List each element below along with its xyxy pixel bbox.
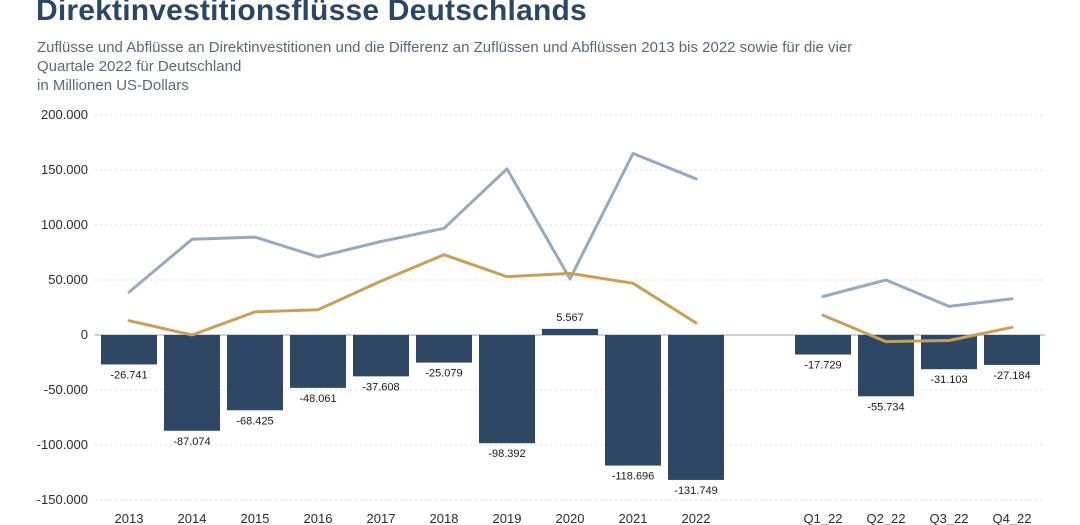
- bar: [984, 335, 1040, 365]
- bar-value-label: -68.425: [236, 415, 273, 427]
- y-tick-label: 0: [81, 327, 88, 342]
- x-tick-label: Q2_22: [866, 511, 905, 525]
- bar: [605, 335, 661, 466]
- y-tick-label: -100.000: [37, 437, 88, 452]
- bar: [858, 335, 914, 397]
- subtitle-line-1: Zuflüsse und Abflüsse an Direktinvestiti…: [37, 39, 853, 56]
- y-tick-label: -150.000: [37, 492, 88, 507]
- y-tick-label: 100.000: [41, 217, 88, 232]
- bar: [542, 328, 598, 335]
- chart-subtitle: Zuflüsse und Abflüsse an Direktinvestiti…: [37, 38, 1037, 95]
- x-tick-label: 2020: [556, 511, 585, 525]
- x-tick-label: 2022: [682, 511, 711, 525]
- bar: [290, 335, 346, 388]
- bar: [164, 335, 220, 431]
- x-tick-label: 2014: [178, 511, 207, 525]
- y-tick-label: 50.000: [48, 272, 88, 287]
- bar-value-label: -27.184: [993, 370, 1030, 382]
- bar-value-label: -26.741: [110, 369, 147, 381]
- bar-value-label: -25.079: [425, 368, 462, 380]
- subtitle-unit: in Millionen US-Dollars: [37, 77, 189, 94]
- bar-value-label: -118.696: [612, 471, 655, 483]
- chart-title: Direktinvestitionsflüsse Deutschlands: [36, 0, 587, 27]
- bar-value-label: -55.734: [867, 401, 904, 413]
- x-tick-label: 2021: [619, 511, 648, 525]
- x-tick-label: 2019: [493, 511, 522, 525]
- bar-value-label: -31.103: [930, 374, 967, 386]
- bar: [668, 335, 724, 480]
- bar-value-label: -98.392: [488, 448, 525, 460]
- bar-value-label: -48.061: [299, 393, 336, 405]
- bar: [479, 335, 535, 444]
- bar: [353, 335, 409, 377]
- subtitle-line-2: Quartale 2022 für Deutschland: [37, 58, 242, 75]
- y-tick-label: 150.000: [41, 162, 88, 177]
- y-tick-label: 200.000: [41, 107, 88, 122]
- bar-value-label: -37.608: [362, 381, 399, 393]
- bar-value-label: -87.074: [173, 436, 210, 448]
- bar: [101, 335, 157, 365]
- bar-value-label: 5.567: [556, 312, 584, 324]
- series-line: [821, 313, 1014, 344]
- bar-value-label: -131.749: [674, 485, 717, 497]
- x-tick-label: 2016: [304, 511, 333, 525]
- bar: [416, 335, 472, 363]
- bar: [795, 335, 851, 355]
- bar: [227, 335, 283, 411]
- x-tick-label: Q1_22: [803, 511, 842, 525]
- x-tick-label: 2017: [367, 511, 396, 525]
- y-tick-label: -50.000: [44, 382, 88, 397]
- series-line: [821, 278, 1014, 308]
- x-tick-label: 2015: [241, 511, 270, 525]
- x-tick-label: 2013: [115, 511, 144, 525]
- series-line: [127, 253, 698, 337]
- series-line: [127, 152, 698, 294]
- x-tick-label: Q4_22: [992, 511, 1031, 525]
- bar-value-label: -17.729: [804, 360, 841, 372]
- x-tick-label: Q3_22: [929, 511, 968, 525]
- x-tick-label: 2018: [430, 511, 459, 525]
